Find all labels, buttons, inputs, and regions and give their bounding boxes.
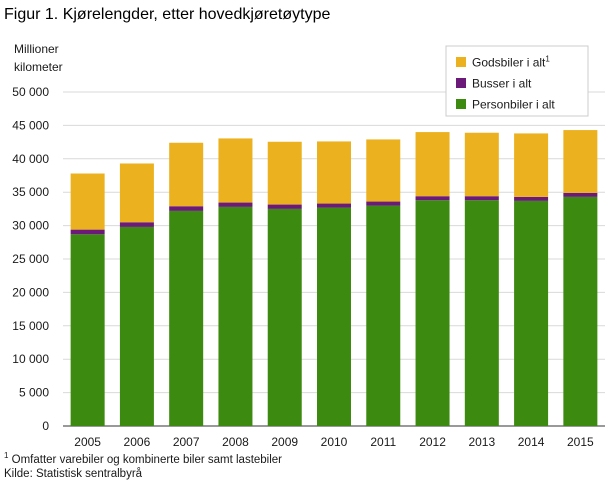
bar-personbiler-i-alt-2012	[415, 200, 450, 426]
x-tick-label: 2005	[74, 435, 101, 449]
bar-godsbiler-i-alt-2005	[70, 173, 105, 230]
x-tick-label: 2013	[468, 435, 495, 449]
bar-busser-i-alt-2006	[119, 222, 154, 227]
bar-busser-i-alt-2007	[169, 206, 204, 211]
bar-busser-i-alt-2011	[366, 201, 401, 206]
bar-godsbiler-i-alt-2008	[218, 138, 253, 203]
bar-godsbiler-i-alt-2007	[169, 142, 204, 207]
y-tick-label: 5 000	[19, 386, 49, 400]
legend-label: Godsbiler i alt1	[472, 55, 550, 70]
bar-busser-i-alt-2012	[415, 196, 450, 201]
y-tick-label: 45 000	[12, 118, 49, 132]
bar-busser-i-alt-2013	[464, 196, 499, 201]
bar-godsbiler-i-alt-2011	[366, 139, 401, 202]
x-tick-label: 2014	[518, 435, 545, 449]
legend-label: Personbiler i alt	[472, 98, 555, 112]
bar-busser-i-alt-2014	[514, 196, 549, 201]
bar-personbiler-i-alt-2008	[218, 206, 253, 426]
x-tick-label: 2009	[271, 435, 298, 449]
bar-busser-i-alt-2015	[563, 192, 598, 197]
chart-title: Figur 1. Kjørelengder, etter hovedkjøret…	[4, 6, 331, 23]
y-tick-label: 35 000	[12, 185, 49, 199]
legend-swatch	[456, 57, 466, 67]
y-tick-label: 50 000	[12, 85, 49, 99]
y-axis-unit-line-2: kilometer	[14, 60, 63, 74]
x-tick-label: 2012	[419, 435, 446, 449]
bar-godsbiler-i-alt-2012	[415, 132, 450, 197]
x-tick-label: 2011	[370, 435, 396, 449]
y-tick-label: 10 000	[12, 352, 49, 366]
x-tick-label: 2007	[173, 435, 200, 449]
bar-personbiler-i-alt-2014	[514, 200, 549, 426]
x-tick-label: 2010	[321, 435, 348, 449]
y-tick-label: 0	[42, 419, 49, 433]
legend-label-sup: 1	[545, 55, 550, 64]
footnote: 1 Omfatter varebiler og kombinerte biler…	[4, 451, 282, 466]
bar-personbiler-i-alt-2010	[317, 207, 351, 426]
bar-godsbiler-i-alt-2006	[119, 163, 154, 223]
legend-swatch	[456, 78, 466, 88]
bar-godsbiler-i-alt-2015	[563, 130, 598, 193]
bar-busser-i-alt-2005	[70, 229, 105, 235]
x-tick-label: 2015	[567, 435, 594, 449]
legend-swatch	[456, 99, 466, 109]
bar-personbiler-i-alt-2009	[267, 208, 302, 426]
footnote-text: Omfatter varebiler og kombinerte biler s…	[11, 453, 283, 466]
x-tick-label: 2006	[124, 435, 151, 449]
bar-personbiler-i-alt-2011	[366, 205, 401, 426]
bar-personbiler-i-alt-2006	[119, 226, 154, 426]
x-tick-label: 2008	[222, 435, 249, 449]
bar-godsbiler-i-alt-2013	[464, 132, 499, 197]
bar-godsbiler-i-alt-2009	[267, 141, 302, 205]
bar-personbiler-i-alt-2015	[563, 196, 598, 426]
bar-personbiler-i-alt-2007	[169, 210, 204, 426]
bar-busser-i-alt-2009	[267, 204, 302, 209]
bar-busser-i-alt-2008	[218, 202, 253, 207]
footnote-mark: 1	[4, 451, 9, 460]
bar-personbiler-i-alt-2005	[70, 234, 105, 426]
y-tick-label: 30 000	[12, 219, 49, 233]
y-tick-label: 15 000	[12, 319, 49, 333]
bar-godsbiler-i-alt-2010	[317, 141, 351, 204]
bar-godsbiler-i-alt-2014	[514, 133, 549, 197]
legend-label: Busser i alt	[472, 77, 532, 91]
bar-busser-i-alt-2010	[317, 203, 351, 208]
y-tick-label: 25 000	[12, 252, 49, 266]
y-axis-unit-line-1: Millioner	[14, 42, 59, 56]
y-tick-label: 40 000	[12, 152, 49, 166]
bar-personbiler-i-alt-2013	[464, 200, 499, 426]
bar-chart: 0 5 000 10 000 15 000 20 000 25 000 30 000 35 0…	[12, 45, 605, 449]
y-axis-unit: Millioner kilometer	[14, 40, 63, 76]
legend-box	[445, 45, 589, 117]
y-tick-label: 20 000	[12, 285, 49, 299]
source-note: Kilde: Statistisk sentralbyrå	[4, 468, 143, 480]
